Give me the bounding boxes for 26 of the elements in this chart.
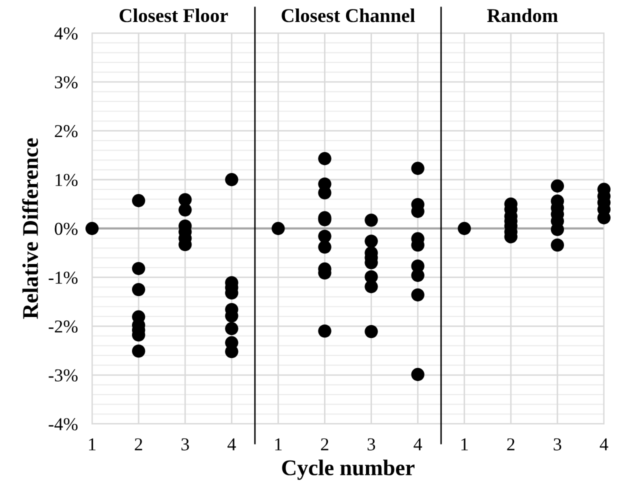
x-tick-label: 1 [89, 438, 96, 450]
x-tick-label: 1 [461, 438, 468, 450]
x-tick-label: 2 [321, 438, 328, 450]
y-tick-label: 3% [54, 76, 78, 88]
x-tick-label: 4 [414, 438, 422, 450]
y-tick-label: 1% [56, 174, 78, 186]
y-tick-label: -4% [48, 418, 78, 430]
chart-title: Closest Floor [120, 8, 228, 22]
x-tick-label: 3 [181, 438, 189, 450]
x-tick-label: 4 [600, 438, 608, 450]
y-tick-label: 4% [54, 27, 78, 40]
x-axis-title: Cycle number [282, 460, 414, 480]
chart-title: Closest Channel [282, 8, 415, 22]
x-tick-label: 3 [554, 438, 562, 450]
x-tick-label: 3 [368, 438, 376, 450]
x-tick-label: 2 [507, 438, 514, 450]
y-tick-label: 2% [54, 125, 78, 138]
y-axis-title: Relative Difference [22, 138, 38, 319]
y-tick-label: -1% [48, 272, 78, 284]
y-tick-label: -3% [48, 369, 78, 382]
x-tick-label: 4 [228, 438, 236, 450]
y-tick-label: 0% [54, 222, 78, 235]
x-tick-label: 2 [134, 438, 142, 450]
x-tick-label: 1 [275, 438, 282, 450]
chart-title: Random [487, 8, 558, 22]
y-tick-label: -2% [48, 320, 78, 333]
